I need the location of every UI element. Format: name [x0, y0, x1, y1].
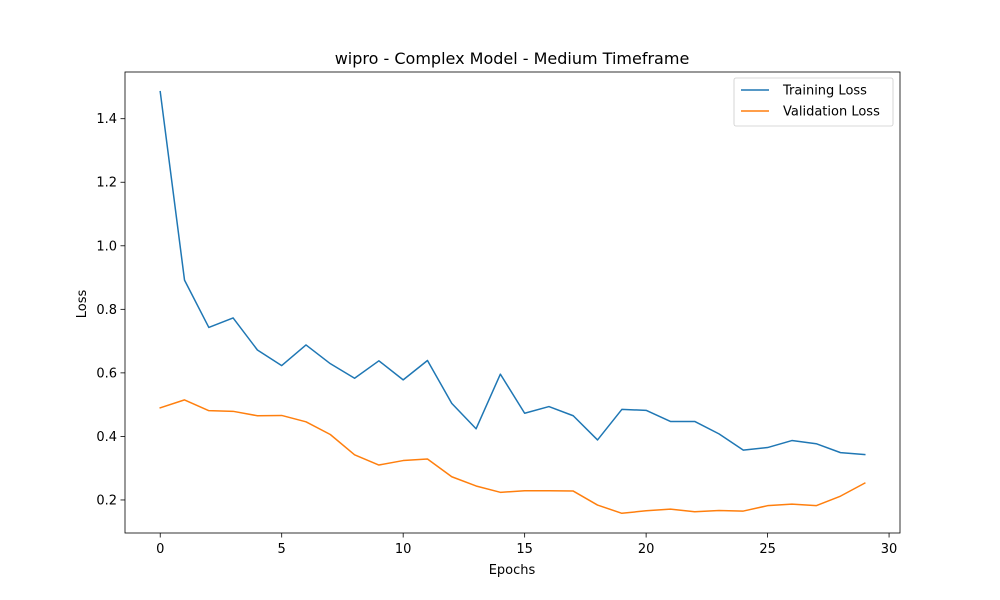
plot-area [124, 71, 901, 534]
series-line-0 [159, 90, 866, 456]
x-tick-label: 0 [156, 542, 164, 557]
series-line-1 [159, 399, 866, 515]
x-tick-label: 10 [395, 542, 412, 557]
legend: Training Loss Validation Loss [733, 77, 894, 127]
y-tick-label: 1.4 [96, 112, 117, 127]
axes-frame [124, 71, 901, 534]
chart-title: wipro - Complex Model - Medium Timeframe [335, 49, 690, 68]
legend-box [733, 77, 894, 127]
x-tick-label: 20 [638, 542, 655, 557]
x-tick-label: 5 [278, 542, 286, 557]
x-axis-label: Epochs [489, 563, 536, 578]
y-tick-label: 1.0 [96, 239, 117, 254]
legend-label-0: Training Loss [782, 84, 867, 99]
y-tick-label: 0.2 [96, 493, 117, 508]
y-tick-label: 1.2 [96, 176, 117, 191]
x-axis: 0 5 10 15 20 25 30 [156, 533, 897, 557]
y-axis: 0.2 0.4 0.6 0.8 1.0 1.2 1.4 [96, 112, 125, 508]
y-axis-label: Loss [75, 290, 90, 319]
x-tick-label: 15 [516, 542, 533, 557]
y-tick-label: 0.8 [96, 303, 117, 318]
y-tick-label: 0.6 [96, 366, 117, 381]
x-tick-label: 25 [759, 542, 776, 557]
y-tick-label: 0.4 [96, 430, 117, 445]
x-tick-label: 30 [881, 542, 898, 557]
legend-label-1: Validation Loss [783, 105, 880, 120]
